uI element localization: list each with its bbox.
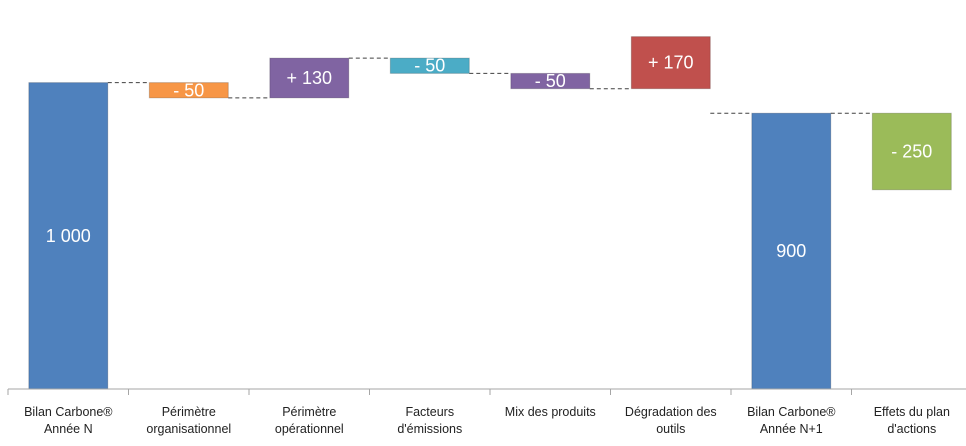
category-label-4: Facteurs d'émissions (397, 405, 462, 436)
category-label-3: Périmètre opérationnel (275, 405, 344, 436)
bar-value-label-8: - 250 (891, 142, 932, 162)
bar-2 (148, 82, 229, 99)
bar-4 (389, 57, 470, 74)
category-label-6: Dégradation des outils (625, 405, 717, 436)
bars: 1 000 - 50 + 130 - 50 - 50 + 170 900 - 250 (28, 36, 952, 390)
bar-value-label-5: - 50 (535, 71, 566, 91)
bar-value-label-7: 900 (776, 241, 806, 261)
category-label-7: Bilan Carbone® Année N+1 (747, 405, 836, 436)
bar-8 (871, 112, 952, 191)
category-label-1: Bilan Carbone® Année N (24, 405, 113, 436)
bar-1 (28, 82, 109, 390)
bar-5 (510, 72, 591, 90)
bar-value-label-1: 1 000 (46, 226, 91, 246)
bar-3 (269, 57, 350, 99)
category-label-2: Périmètre organisationnel (146, 405, 231, 436)
category-label-8: Effets du plan d'actions (874, 405, 950, 436)
bar-value-label-4: - 50 (414, 56, 445, 76)
bar-6 (630, 36, 711, 90)
bar-value-label-3: + 130 (287, 68, 333, 88)
bar-value-label-6: + 170 (648, 53, 694, 73)
category-label-5: Mix des produits (505, 405, 596, 419)
category-labels: Bilan Carbone® Année N Périmètre organisati… (24, 405, 950, 436)
x-axis-ticks (7, 389, 852, 395)
bar-value-label-2: - 50 (173, 80, 204, 100)
